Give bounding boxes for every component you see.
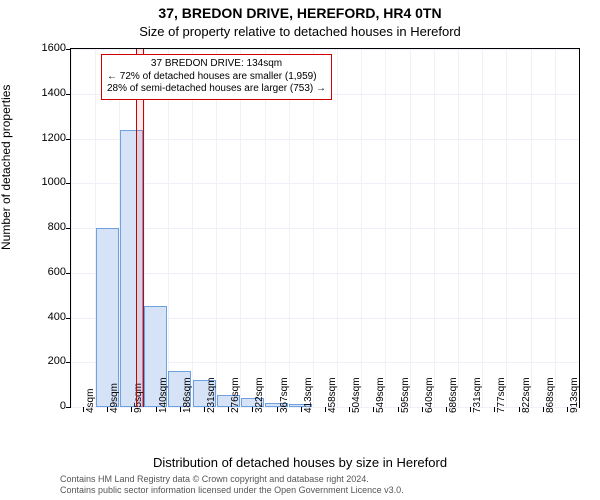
gridline-v [313,49,314,407]
callout-line: 37 BREDON DRIVE: 134sqm [107,58,326,71]
gridline-v [192,49,193,407]
xtick-mark [470,407,471,412]
gridline-v [555,49,556,407]
xtick-mark [204,407,205,412]
callout-line: ← 72% of detached houses are smaller (1,… [107,71,326,84]
page-subtitle: Size of property relative to detached ho… [0,24,600,39]
xtick-mark [83,407,84,412]
gridline-v [265,49,266,407]
ytick-label: 400 [48,311,66,323]
gridline-h [71,183,579,184]
gridline-v [506,49,507,407]
gridline-v [434,49,435,407]
gridline-v [337,49,338,407]
xtick-mark [180,407,181,412]
ytick-label: 1400 [42,87,66,99]
gridline-v [458,49,459,407]
ytick-label: 1600 [42,42,66,54]
gridline-v [168,49,169,407]
credits-line: Contains public sector information licen… [60,485,404,496]
ytick-label: 200 [48,355,66,367]
ytick-label: 0 [60,400,66,412]
gridline-v [482,49,483,407]
xtick-mark [301,407,302,412]
gridline-v [361,49,362,407]
xtick-mark [422,407,423,412]
callout: 37 BREDON DRIVE: 134sqm← 72% of detached… [101,54,332,100]
x-axis-label: Distribution of detached houses by size … [0,455,600,470]
gridline-v [216,49,217,407]
plot-area: 4sqm49sqm95sqm140sqm186sqm231sqm276sqm32… [70,48,580,408]
xtick-mark [567,407,568,412]
credits: Contains HM Land Registry data © Crown c… [60,474,404,496]
gridline-v [71,49,72,407]
page-title: 37, BREDON DRIVE, HEREFORD, HR4 0TN [0,5,600,21]
gridline-v [385,49,386,407]
ytick-label: 1200 [42,132,66,144]
xtick-mark [519,407,520,412]
xtick-mark [325,407,326,412]
callout-line: 28% of semi-detached houses are larger (… [107,83,326,96]
chart-container: 37, BREDON DRIVE, HEREFORD, HR4 0TN Size… [0,0,600,500]
xtick-mark [277,407,278,412]
ytick-label: 600 [48,266,66,278]
ytick-label: 800 [48,221,66,233]
gridline-h [71,228,579,229]
xtick-label: 913sqm [569,377,580,413]
gridline-v [240,49,241,407]
gridline-h [71,139,579,140]
gridline-h [71,273,579,274]
xtick-mark [446,407,447,412]
gridline-v [289,49,290,407]
credits-line: Contains HM Land Registry data © Crown c… [60,474,404,485]
gridline-v [410,49,411,407]
ytick-label: 1000 [42,176,66,188]
bar [96,228,119,407]
xtick-mark [398,407,399,412]
xtick-mark [543,407,544,412]
marker-band [136,49,144,407]
gridline-h [71,49,579,50]
xtick-mark [156,407,157,412]
ytick-mark [66,407,71,408]
y-axis-label: Number of detached properties [0,85,13,250]
gridline-v [531,49,532,407]
